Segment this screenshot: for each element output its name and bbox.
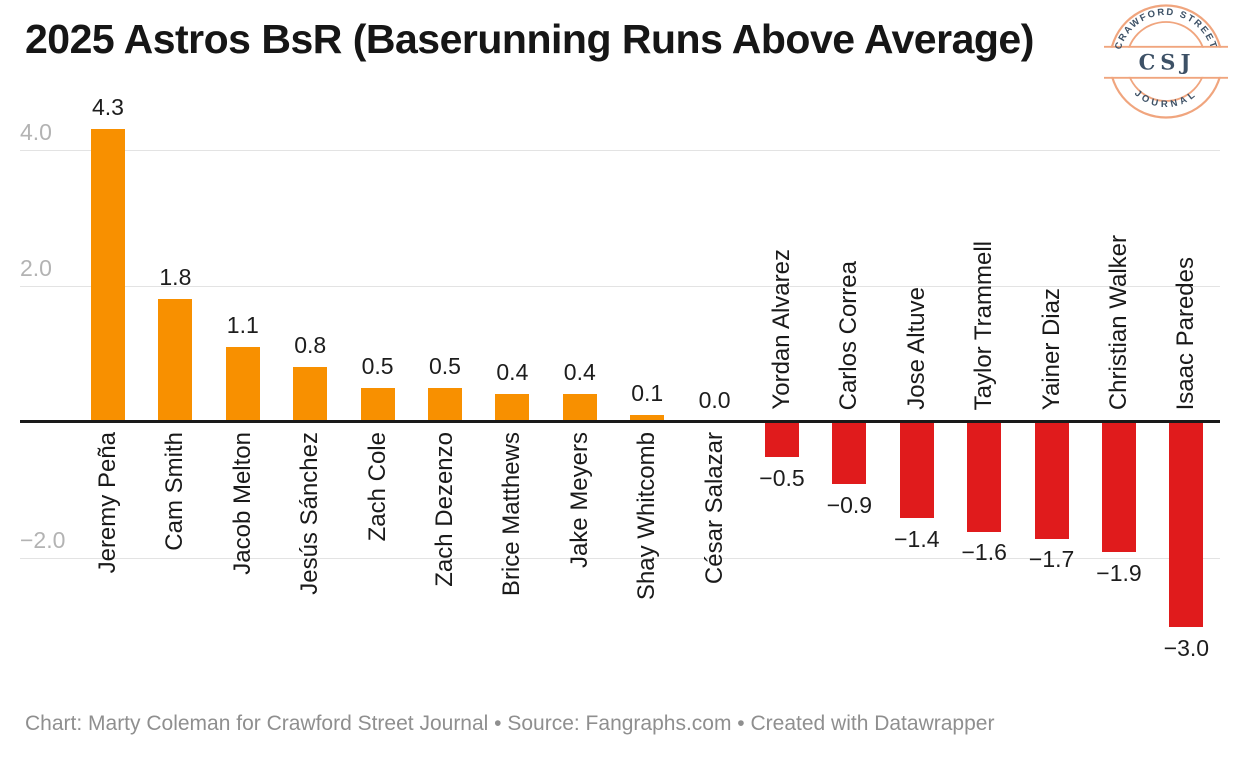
y-tick-label: 4.0	[20, 118, 52, 145]
y-tick-label: 2.0	[20, 254, 52, 281]
player-label: Carlos Correa	[835, 260, 863, 410]
bar-value-label: −1.7	[1028, 546, 1075, 573]
bar	[1034, 423, 1069, 539]
bar	[630, 414, 665, 422]
crawford-street-journal-logo: CRAWFORD STREET CSJ JOURNAL	[1104, 4, 1228, 119]
bar-value-label: 0.5	[361, 352, 394, 379]
bar	[158, 299, 193, 422]
player-label: Zach Dezenzo	[431, 432, 458, 587]
chart-title: 2025 Astros BsR (Baserunning Runs Above …	[25, 16, 1034, 62]
gridline	[20, 285, 1220, 287]
x-axis-zero-line	[20, 420, 1220, 423]
player-label: Jacob Melton	[228, 432, 256, 575]
bar	[899, 423, 934, 519]
bar-value-label: 4.3	[92, 94, 124, 121]
bar-value-label: 1.8	[159, 264, 192, 291]
bar	[1169, 423, 1204, 627]
bar-value-label: −1.9	[1096, 559, 1142, 586]
player-label: Yordan Alvarez	[768, 249, 795, 410]
player-label: Jeremy Peña	[94, 432, 121, 574]
player-label: Cam Smith	[161, 432, 189, 551]
y-tick-label: −2.0	[20, 526, 66, 553]
bar-value-label: −1.6	[961, 539, 1007, 566]
chart-attribution: Chart: Marty Coleman for Crawford Street…	[25, 712, 995, 735]
logo-band	[1104, 47, 1228, 77]
bar	[1102, 423, 1136, 553]
bar-value-label: 0.0	[698, 386, 731, 413]
gridline	[20, 557, 1220, 559]
player-label: César Salazar	[700, 432, 728, 585]
bar	[967, 423, 1002, 532]
bar-value-label: −1.4	[894, 525, 940, 552]
player-label: Taylor Trammell	[970, 240, 998, 410]
bar-value-label: 0.4	[563, 359, 596, 386]
bar	[562, 394, 597, 422]
bar	[360, 387, 395, 422]
bar	[293, 367, 328, 422]
bar-value-label: 0.8	[294, 332, 327, 359]
bar	[428, 387, 462, 422]
player-label: Yainer Diaz	[1037, 287, 1065, 410]
bar-value-label: 1.1	[226, 311, 259, 338]
bar	[765, 423, 799, 457]
bar-value-label: 0.4	[496, 359, 529, 386]
player-label: Christian Walker	[1105, 234, 1132, 410]
player-label: Isaac Paredes	[1172, 256, 1200, 410]
bar	[91, 129, 125, 422]
player-label: Jake Meyers	[565, 432, 593, 569]
player-label: Zach Cole	[363, 432, 391, 542]
logo-monogram: CSJ	[1139, 50, 1196, 75]
bar	[832, 423, 867, 485]
bar	[225, 346, 260, 422]
gridline	[20, 149, 1220, 151]
bar-value-label: −0.9	[826, 491, 873, 518]
player-label: Shay Whitcomb	[633, 432, 661, 601]
player-label: Brice Matthews	[498, 432, 526, 597]
bar-value-label: 0.1	[631, 379, 664, 406]
bar-value-label: −3.0	[1163, 634, 1210, 661]
player-label: Jesús Sánchez	[296, 432, 324, 595]
player-label: Jose Altuve	[902, 287, 930, 410]
bar-value-label: −0.5	[759, 464, 805, 491]
bar	[495, 394, 530, 422]
bar-value-label: 0.5	[429, 352, 461, 379]
